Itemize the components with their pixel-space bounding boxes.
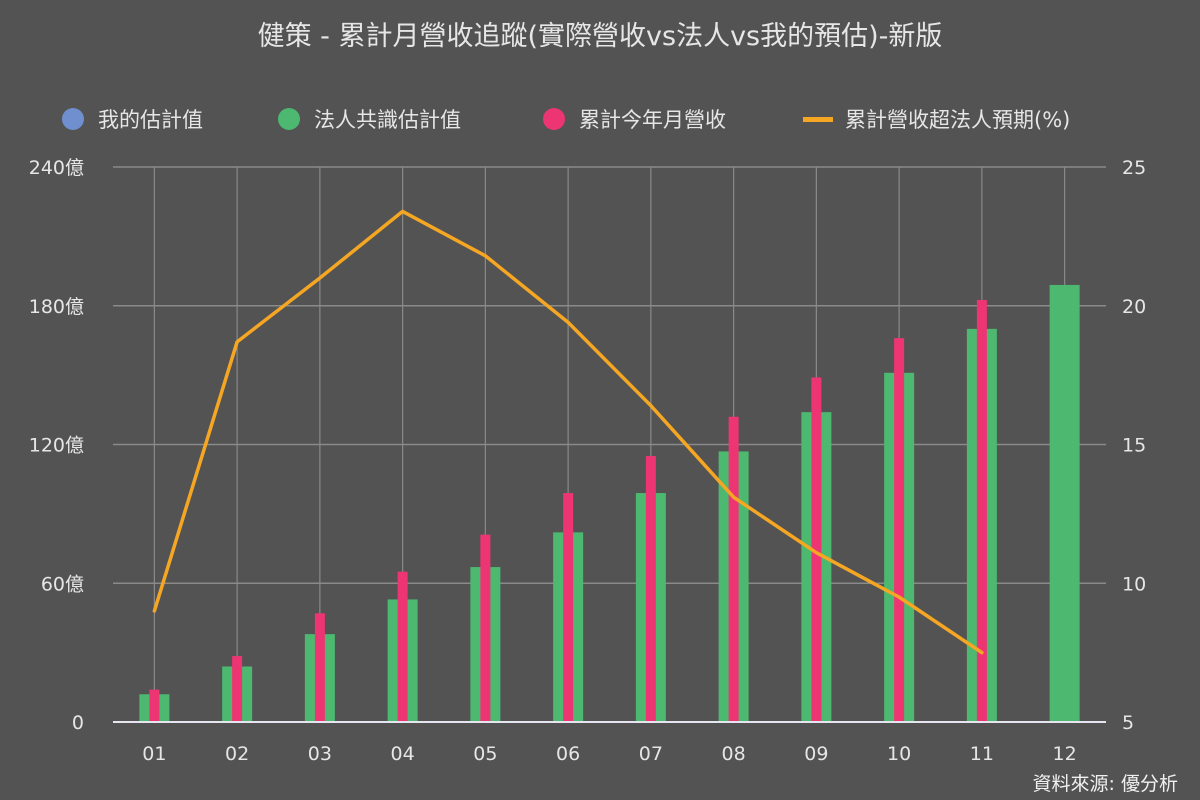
legend-item-consensus[interactable]: 法人共識估計值 [278, 104, 461, 134]
y2-axis-tick-label: 25 [1122, 157, 1146, 179]
y2-axis-tick-label: 20 [1122, 296, 1146, 318]
x-axis-tick-label: 04 [391, 743, 415, 765]
legend-label: 累計營收超法人預期(%) [845, 108, 1071, 132]
bar-actual-revenue [811, 377, 822, 722]
legend-item-beat-pct[interactable]: 累計營收超法人預期(%) [803, 104, 1070, 134]
bar-actual-revenue [149, 689, 160, 722]
bar-actual-revenue [397, 571, 408, 722]
bar-actual-revenue [645, 456, 656, 722]
x-axis-tick-label: 06 [556, 743, 580, 765]
legend-label: 累計今年月營收 [579, 108, 726, 132]
x-axis-tick-label: 08 [722, 743, 746, 765]
bar-actual-revenue [894, 338, 905, 722]
x-axis-tick-label: 05 [473, 743, 497, 765]
legend: 我的估計值 法人共識估計值 累計今年月營收 累計營收超法人預期(%) [0, 104, 1200, 134]
bar-actual-revenue [976, 299, 987, 722]
chart-title: 健策 - 累計月營收追蹤(實際營收vs法人vs我的預估)-新版 [257, 21, 943, 52]
y-axis-tick-label: 60億 [41, 573, 84, 595]
legend-item-my-estimate[interactable]: 我的估計值 [62, 104, 203, 134]
legend-label: 法人共識估計值 [314, 108, 461, 132]
y2-axis-tick-label: 15 [1122, 435, 1146, 457]
x-axis-tick-label: 02 [225, 743, 249, 765]
x-axis-tick-label: 07 [639, 743, 663, 765]
x-axis-tick-label: 09 [804, 743, 828, 765]
legend-dot-icon [278, 108, 300, 130]
bar-actual-revenue [480, 534, 491, 722]
y2-axis-tick-label: 10 [1122, 573, 1146, 595]
y-axis-tick-label: 180億 [29, 296, 84, 318]
bar-actual-revenue [314, 613, 325, 722]
x-axis-tick-label: 01 [142, 743, 166, 765]
line-beat-expectation [152, 209, 984, 655]
bar-consensus [1049, 284, 1080, 722]
legend-item-actual-revenue[interactable]: 累計今年月營收 [543, 104, 726, 134]
x-axis-tick-label: 03 [308, 743, 332, 765]
y-axis-tick-label: 0 [72, 712, 84, 734]
y-axis-tick-label: 240億 [29, 157, 84, 179]
source-note: 資料來源: 優分析 [1032, 773, 1178, 795]
x-axis-tick-label: 10 [887, 743, 911, 765]
legend-line-icon [803, 116, 833, 122]
y-axis-tick-label: 120億 [29, 435, 84, 457]
x-axis-tick-label: 12 [1053, 743, 1077, 765]
bar-actual-revenue [728, 416, 739, 722]
legend-dot-icon [543, 108, 565, 130]
bar-actual-revenue [563, 493, 574, 722]
y2-axis-tick-label: 5 [1122, 712, 1134, 734]
bar-actual-revenue [232, 656, 243, 722]
x-axis-tick-label: 11 [970, 743, 994, 765]
legend-label: 我的估計值 [98, 108, 203, 132]
legend-dot-icon [62, 108, 84, 130]
